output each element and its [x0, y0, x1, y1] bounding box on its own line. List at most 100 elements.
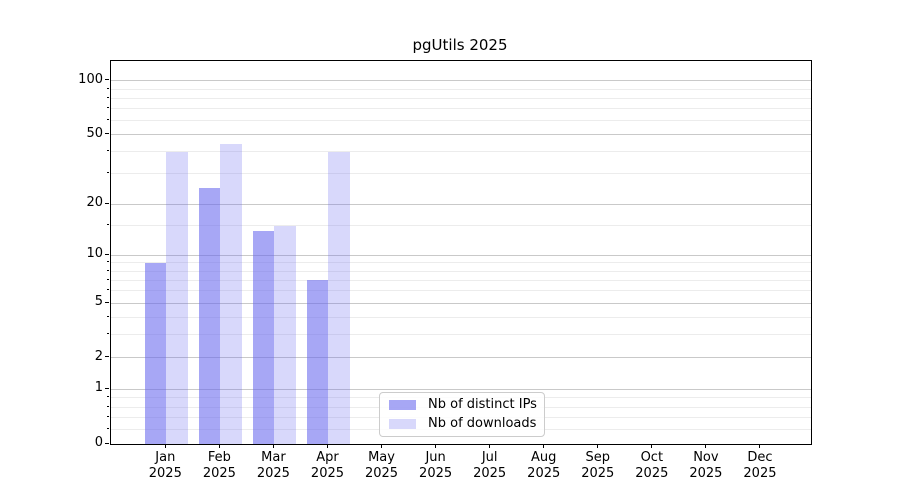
- x-tick-mark: [597, 444, 599, 448]
- y-tick-mark: [105, 387, 109, 389]
- minor-gridline: [111, 225, 811, 227]
- y-tick-label: 2: [94, 348, 103, 364]
- x-tick-month: May: [368, 450, 395, 465]
- x-tick-year: 2025: [635, 466, 669, 481]
- major-gridline: [111, 134, 811, 136]
- x-tick-year: 2025: [202, 466, 236, 481]
- x-tick-mark: [543, 444, 545, 448]
- x-tick-month: Mar: [261, 450, 286, 465]
- bar-downloads-jan: [166, 151, 188, 444]
- y-minor-tick-mark: [107, 428, 109, 430]
- y-tick-label: 0: [94, 435, 103, 450]
- y-tick-label: 50: [86, 125, 103, 141]
- legend-label-downloads: Nb of downloads: [428, 416, 537, 431]
- x-tick-mark: [759, 444, 761, 448]
- legend-label-distinct-ips: Nb of distinct IPs: [428, 397, 537, 412]
- x-tick-year: 2025: [148, 466, 182, 481]
- y-tick-label: 100: [78, 71, 103, 87]
- x-tick-year: 2025: [581, 466, 615, 481]
- y-minor-tick-mark: [107, 405, 109, 407]
- x-tick-year: 2025: [419, 466, 453, 481]
- y-minor-tick-mark: [107, 96, 109, 98]
- major-gridline: [111, 203, 811, 205]
- major-gridline: [111, 254, 811, 256]
- y-minor-tick-mark: [107, 150, 109, 152]
- x-tick-month: Jul: [481, 450, 498, 465]
- y-tick-mark: [105, 442, 109, 444]
- y-minor-tick-mark: [107, 289, 109, 291]
- x-tick-label: Jan 2025: [133, 450, 197, 482]
- y-minor-tick-mark: [107, 87, 109, 89]
- major-gridline: [111, 388, 811, 390]
- x-tick-label: Feb 2025: [187, 450, 251, 482]
- y-minor-tick-mark: [107, 333, 109, 335]
- x-tick-label: Apr 2025: [295, 450, 359, 482]
- x-tick-year: 2025: [364, 466, 399, 481]
- y-minor-tick-mark: [107, 119, 109, 121]
- minor-gridline: [111, 262, 811, 264]
- minor-gridline: [111, 279, 811, 281]
- x-tick-year: 2025: [527, 466, 561, 481]
- bar-downloads-apr: [328, 151, 351, 444]
- minor-gridline: [111, 151, 811, 153]
- minor-gridline: [111, 88, 811, 90]
- y-tick-mark: [105, 133, 109, 135]
- bar-ips-mar: [252, 230, 275, 444]
- legend-swatch-downloads: [389, 419, 416, 429]
- x-tick-label: Mar 2025: [241, 450, 305, 482]
- y-tick-label: 10: [86, 246, 103, 262]
- bar-downloads-feb: [220, 144, 242, 444]
- major-gridline: [111, 357, 811, 359]
- x-tick-month: Sep: [585, 450, 611, 465]
- x-tick-month: Feb: [207, 450, 231, 465]
- y-minor-tick-mark: [107, 107, 109, 109]
- minor-gridline: [111, 316, 811, 318]
- x-tick-label: Aug 2025: [512, 450, 576, 482]
- major-gridline: [111, 302, 811, 304]
- bar-downloads-mar: [274, 225, 296, 444]
- x-tick-year: 2025: [310, 466, 345, 481]
- plot-area: [110, 60, 812, 445]
- x-tick-month: Apr: [316, 450, 339, 465]
- x-tick-mark: [705, 444, 707, 448]
- x-tick-mark: [435, 444, 437, 448]
- x-tick-mark: [272, 444, 274, 448]
- x-tick-label: Nov 2025: [674, 450, 738, 482]
- y-minor-tick-mark: [107, 396, 109, 398]
- x-tick-mark: [651, 444, 653, 448]
- minor-gridline: [111, 120, 811, 122]
- y-minor-tick-mark: [107, 278, 109, 280]
- y-minor-tick-mark: [107, 172, 109, 174]
- y-minor-tick-mark: [107, 224, 109, 226]
- minor-gridline: [111, 290, 811, 292]
- x-tick-year: 2025: [743, 466, 777, 481]
- x-tick-year: 2025: [689, 466, 723, 481]
- x-tick-mark: [489, 444, 491, 448]
- x-tick-month: Nov: [693, 450, 719, 465]
- legend-item-downloads: Nb of downloads: [389, 416, 537, 432]
- legend-swatch-distinct-ips: [389, 400, 416, 410]
- x-tick-mark: [218, 444, 220, 448]
- minor-gridline: [111, 334, 811, 336]
- y-minor-tick-mark: [107, 416, 109, 418]
- x-tick-month: Jan: [155, 450, 176, 465]
- y-tick-label: 1: [94, 380, 103, 396]
- minor-gridline: [111, 97, 811, 99]
- y-tick-mark: [105, 301, 109, 303]
- y-minor-tick-mark: [107, 261, 109, 263]
- x-tick-label: Sep 2025: [566, 450, 630, 482]
- x-tick-month: Jun: [425, 450, 446, 465]
- x-tick-mark: [381, 444, 383, 448]
- x-tick-mark: [326, 444, 328, 448]
- y-tick-mark: [105, 253, 109, 255]
- x-tick-year: 2025: [256, 466, 290, 481]
- y-tick-label: 5: [94, 294, 103, 310]
- x-tick-label: Dec 2025: [728, 450, 792, 482]
- bar-ips-feb: [198, 187, 221, 444]
- y-tick-mark: [105, 356, 109, 358]
- y-minor-tick-mark: [107, 315, 109, 317]
- bar-ips-apr: [306, 280, 329, 444]
- x-tick-mark: [164, 444, 166, 448]
- x-tick-year: 2025: [473, 466, 507, 481]
- minor-gridline: [111, 108, 811, 110]
